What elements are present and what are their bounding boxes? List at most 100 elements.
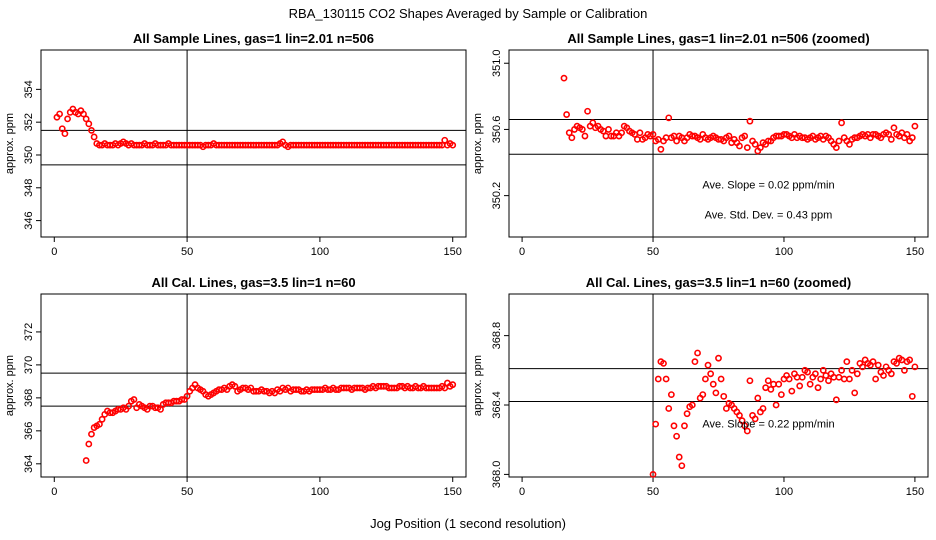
data-point — [98, 415, 106, 423]
data-point — [764, 377, 772, 385]
data-point — [589, 119, 597, 127]
data-point — [560, 74, 568, 82]
data-point — [702, 375, 709, 383]
panel-title: All Cal. Lines, gas=3.5 lin=1 n=60 (zoom… — [586, 275, 852, 290]
data-point — [717, 375, 725, 383]
plot-frame — [40, 293, 467, 478]
data-point — [681, 422, 688, 430]
data-point — [130, 396, 138, 403]
x-tick-label: 50 — [181, 246, 193, 258]
data-point — [764, 137, 772, 145]
data-point — [657, 145, 665, 153]
data-point — [751, 415, 759, 423]
annotation-text: Ave. Slope = 0.22 ppm/min — [702, 419, 834, 431]
y-axis-label: approx. ppm — [472, 113, 484, 174]
x-tick-label: 50 — [647, 486, 659, 498]
data-point — [694, 349, 701, 357]
panel-title: All Sample Lines, gas=1 lin=2.01 n=506 (… — [567, 31, 869, 46]
data-point — [436, 141, 443, 149]
data-point — [743, 144, 751, 152]
x-tick-label: 150 — [906, 486, 924, 498]
y-tick-label: 372 — [23, 323, 35, 341]
y-tick-label: 350.6 — [491, 116, 503, 144]
data-point — [746, 377, 754, 385]
data-point — [673, 432, 680, 440]
data-point — [908, 134, 916, 142]
data-point — [691, 358, 699, 366]
data-point — [887, 370, 895, 378]
data-point — [56, 110, 63, 118]
y-tick-label: 352 — [23, 113, 35, 131]
plot-frame — [508, 293, 929, 478]
x-tick-label: 100 — [775, 486, 793, 498]
data-point — [772, 401, 780, 409]
data-point — [843, 358, 851, 366]
data-point — [649, 130, 657, 138]
y-tick-label: 351.0 — [491, 49, 503, 77]
y-axis-label: approx. ppm — [4, 355, 16, 416]
data-point — [901, 366, 908, 374]
data-point — [911, 363, 919, 371]
data-point — [838, 119, 845, 127]
data-point — [908, 392, 916, 400]
x-tick-label: 150 — [444, 486, 462, 498]
data-point — [82, 457, 90, 464]
data-point — [874, 361, 882, 369]
data-point — [707, 370, 715, 378]
data-point — [770, 380, 777, 388]
panel-title: All Cal. Lines, gas=3.5 lin=1 n=60 — [151, 275, 355, 290]
data-point — [636, 129, 644, 137]
data-point — [660, 359, 667, 367]
data-point — [757, 144, 764, 152]
data-point — [804, 368, 811, 376]
x-tick-label: 100 — [775, 246, 793, 258]
data-point — [673, 137, 680, 145]
data-point — [880, 372, 887, 379]
data-point — [777, 391, 785, 399]
data-point — [848, 366, 856, 374]
y-tick-label: 366 — [23, 422, 35, 440]
data-point — [662, 375, 670, 383]
y-tick-label: 368 — [23, 389, 35, 407]
y-tick-label: 354 — [23, 80, 35, 98]
data-point — [906, 356, 914, 364]
data-point — [859, 363, 866, 371]
y-tick-label: 370 — [23, 356, 35, 374]
data-point — [851, 389, 859, 397]
chart-panel-3: All Cal. Lines, gas=3.5 lin=1 n=60 0 50 100… — [4, 275, 467, 498]
data-point — [654, 375, 662, 383]
y-axis-label: approx. ppm — [4, 113, 16, 174]
annotation-text: Ave. Slope = 0.02 ppm/min — [702, 179, 834, 191]
data-point — [830, 373, 838, 381]
data-point — [754, 394, 762, 402]
data-point — [846, 375, 853, 383]
x-tick-label: 0 — [51, 486, 57, 498]
data-point — [788, 387, 796, 395]
data-point — [725, 132, 733, 140]
data-point — [565, 129, 573, 137]
data-point — [835, 373, 843, 381]
chart-panel-4: All Cal. Lines, gas=3.5 lin=1 n=60 (zoom… — [472, 275, 929, 498]
annotation-text: Ave. Std. Dev. = 0.43 ppm — [705, 209, 833, 221]
data-point — [840, 375, 848, 383]
data-point — [662, 134, 670, 142]
data-point — [88, 430, 95, 438]
data-point — [798, 373, 806, 381]
data-point — [649, 470, 657, 478]
panel-title: All Sample Lines, gas=1 lin=2.01 n=506 — [133, 31, 374, 46]
data-point — [835, 137, 843, 145]
data-point — [96, 420, 103, 428]
data-point — [743, 427, 751, 435]
chart-panel-1: All Sample Lines, gas=1 lin=2.01 n=506 0 5… — [4, 31, 467, 258]
data-point — [618, 129, 626, 137]
data-point — [759, 405, 767, 412]
data-point — [846, 140, 853, 148]
data-point — [581, 132, 589, 140]
data-point — [872, 375, 880, 383]
data-point — [157, 406, 164, 413]
data-point — [885, 130, 893, 138]
data-point — [665, 405, 673, 412]
data-point — [722, 405, 730, 412]
y-tick-label: 346 — [23, 211, 35, 229]
data-point — [741, 132, 749, 140]
